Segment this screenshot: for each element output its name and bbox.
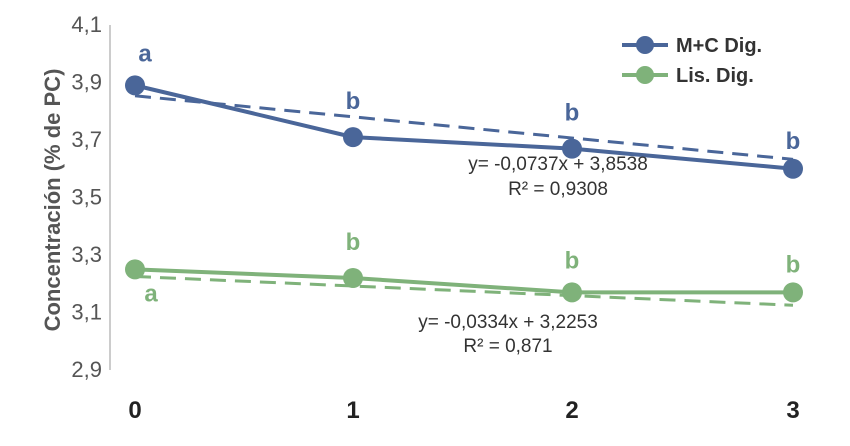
y-tick-label: 4,1 bbox=[71, 12, 102, 37]
significance-letter: a bbox=[138, 40, 152, 67]
y-tick-label: 3,3 bbox=[71, 242, 102, 267]
significance-letter: b bbox=[346, 88, 361, 115]
significance-letter: a bbox=[144, 280, 158, 307]
data-point bbox=[783, 282, 803, 303]
r2-series-1: R² = 0,9308 bbox=[508, 179, 608, 200]
data-point bbox=[562, 138, 582, 159]
data-point bbox=[125, 75, 145, 96]
y-tick-label: 3,7 bbox=[71, 127, 102, 152]
x-tick-label: 2 bbox=[565, 397, 578, 424]
significance-letters: a b b b a b b b bbox=[138, 40, 800, 307]
significance-letter: b bbox=[565, 247, 580, 274]
y-tick-label: 3,1 bbox=[71, 300, 102, 325]
significance-letter: b bbox=[565, 100, 580, 127]
r2-series-2: R² = 0,871 bbox=[463, 336, 552, 357]
trendline-series-2 bbox=[134, 274, 794, 307]
legend-label-series-1: M+C Dig. bbox=[676, 35, 762, 57]
data-point bbox=[783, 158, 803, 179]
series-line-1 bbox=[134, 83, 794, 171]
data-point bbox=[343, 127, 363, 148]
trendlines bbox=[134, 94, 794, 307]
x-tick-label: 3 bbox=[786, 397, 799, 424]
legend-item-series-1: M+C Dig. bbox=[622, 35, 762, 57]
data-point bbox=[125, 259, 145, 280]
trendline-series-1 bbox=[134, 94, 794, 161]
series-line-2 bbox=[134, 267, 793, 295]
data-markers bbox=[125, 75, 803, 303]
legend-swatch-marker bbox=[636, 66, 654, 84]
x-tick-label: 1 bbox=[346, 397, 359, 424]
significance-letter: b bbox=[346, 229, 361, 256]
data-point bbox=[562, 282, 582, 303]
significance-letter: b bbox=[786, 251, 801, 278]
equation-series-2: y= -0,0334x + 3,2253 bbox=[418, 312, 598, 333]
y-tick-labels: 4,1 3,9 3,7 3,5 3,3 3,1 2,9 bbox=[71, 12, 102, 382]
y-tick-label: 3,9 bbox=[71, 70, 102, 95]
legend: M+C Dig. Lis. Dig. bbox=[622, 35, 762, 87]
y-axis-title: Concentración (% de PC) bbox=[40, 69, 65, 332]
x-tick-label: 0 bbox=[128, 397, 141, 424]
significance-letter: b bbox=[786, 128, 801, 155]
x-tick-labels: 0 1 2 3 bbox=[128, 397, 799, 424]
data-point bbox=[343, 268, 363, 288]
y-tick-label: 2,9 bbox=[71, 357, 102, 382]
legend-swatch-marker bbox=[636, 36, 654, 54]
legend-item-series-2: Lis. Dig. bbox=[622, 65, 754, 87]
y-tick-label: 3,5 bbox=[71, 185, 102, 210]
legend-label-series-2: Lis. Dig. bbox=[676, 65, 754, 87]
equation-series-1: y= -0,0737x + 3,8538 bbox=[468, 154, 648, 175]
series-lines bbox=[134, 83, 794, 295]
